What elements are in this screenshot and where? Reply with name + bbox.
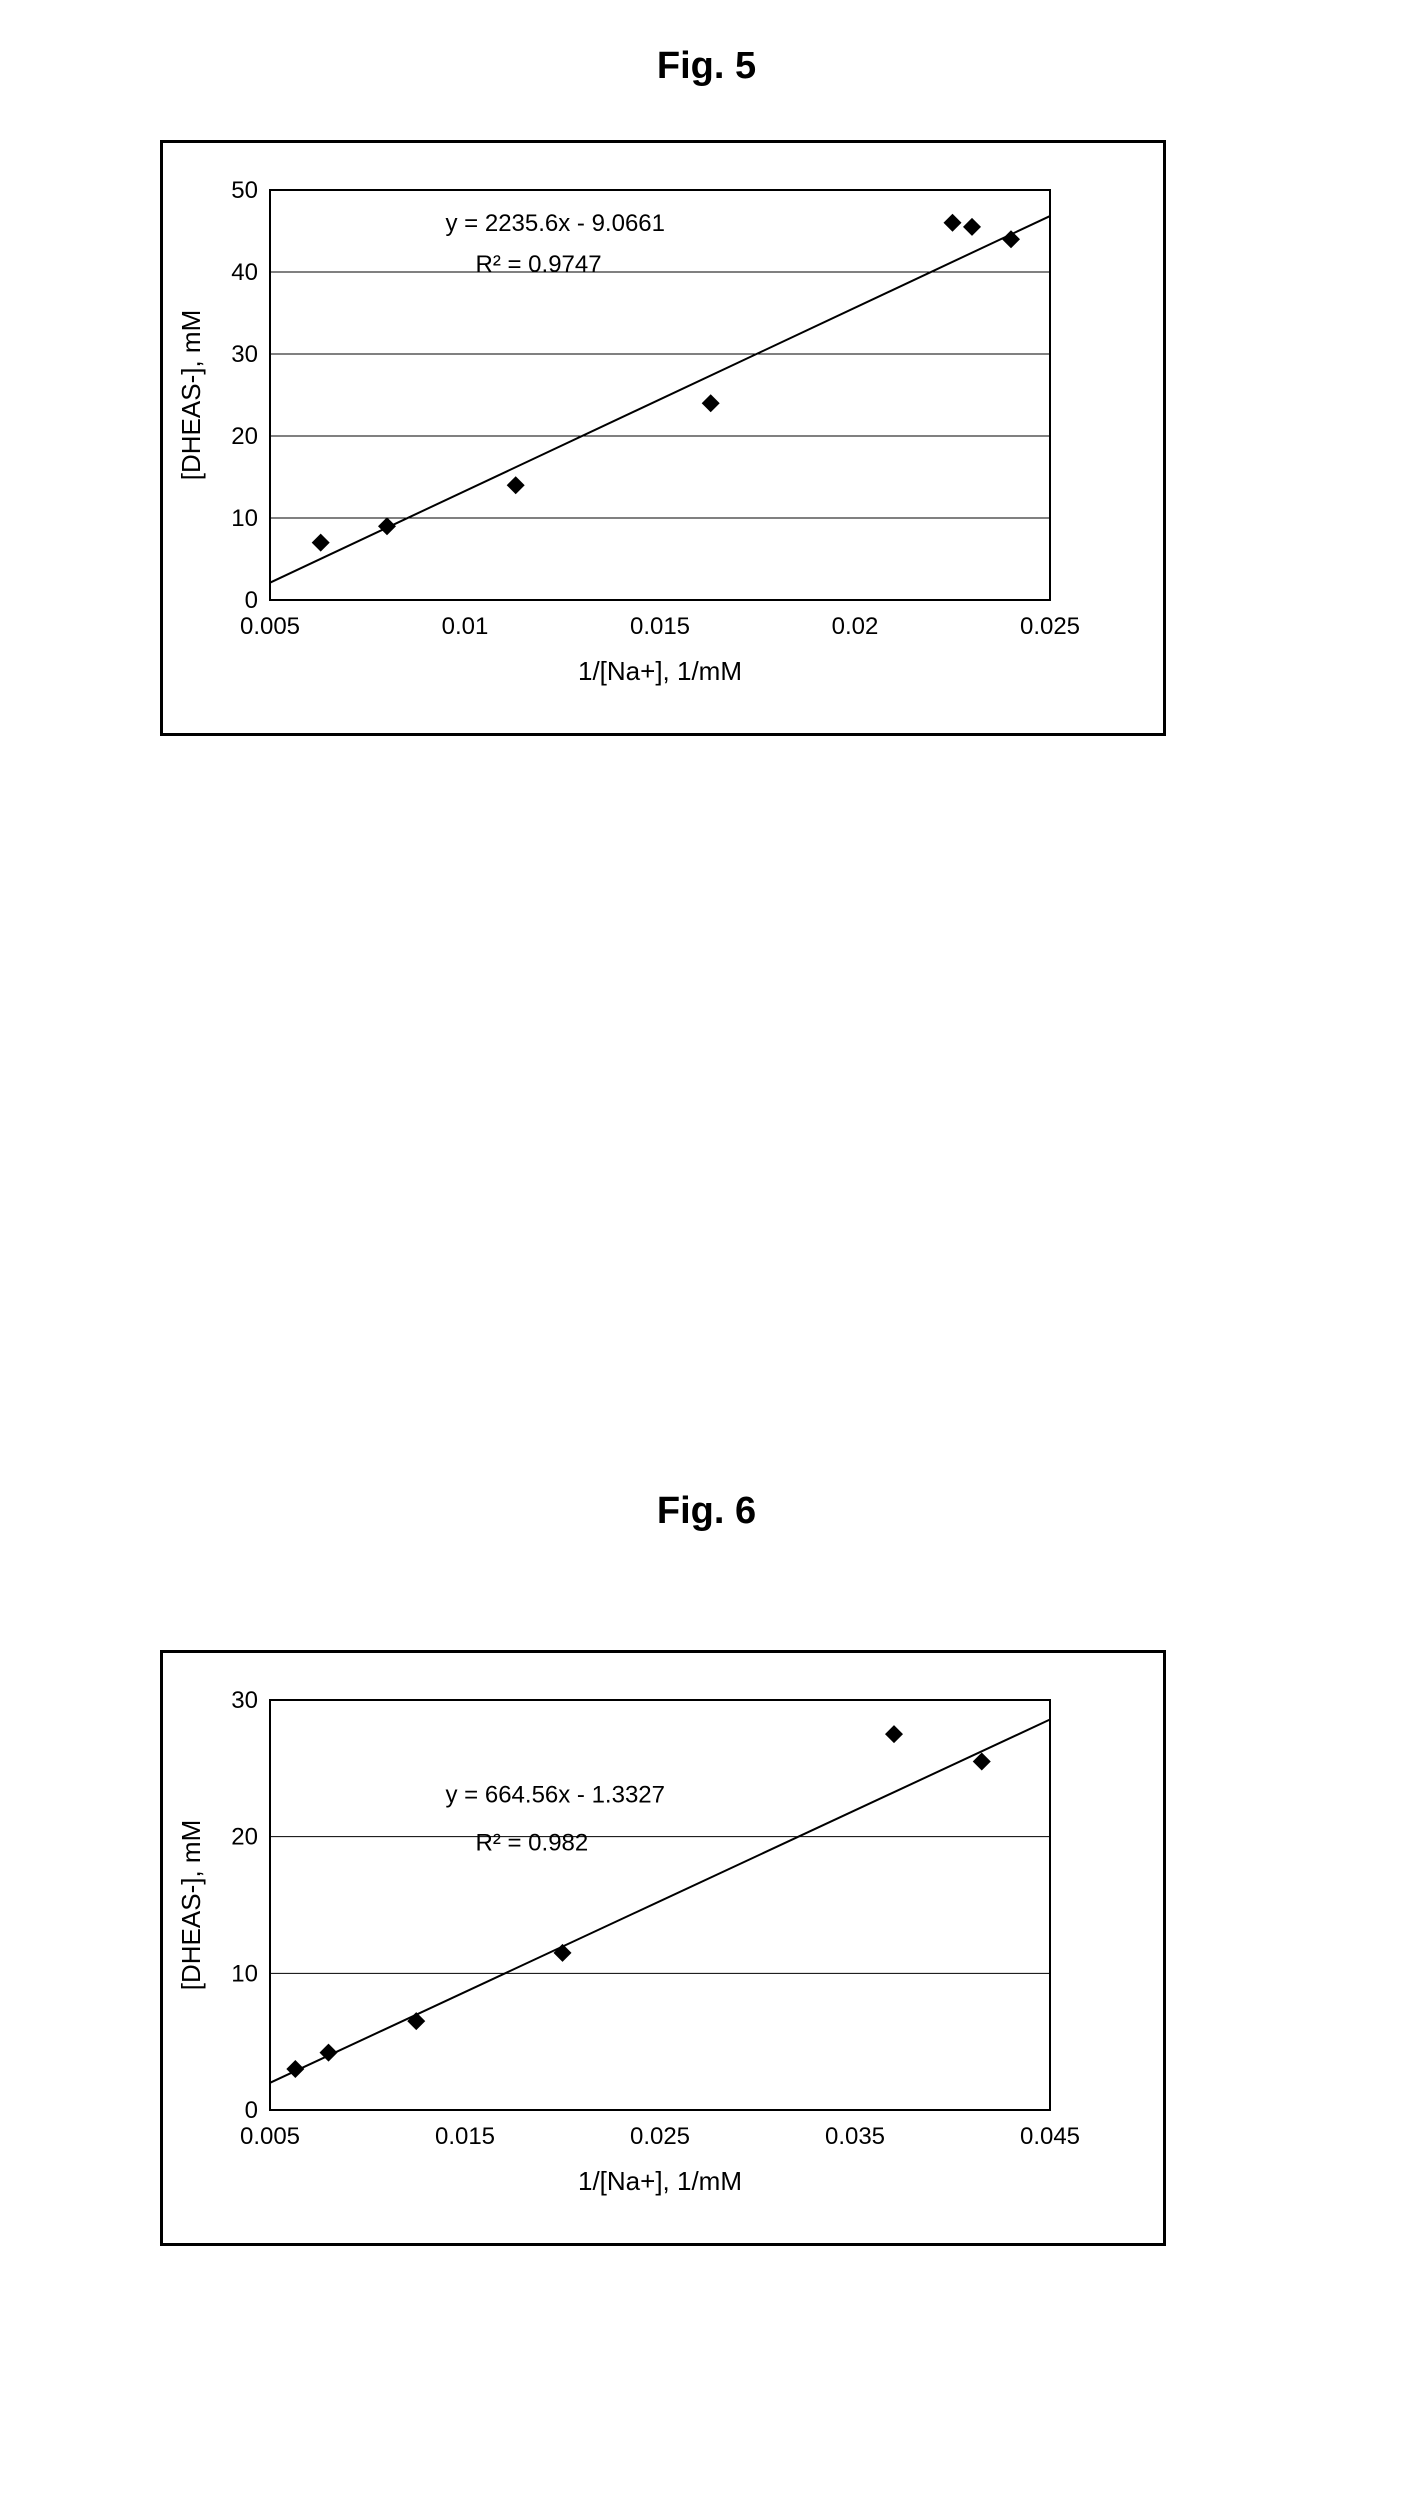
- fit-r2-label: R² = 0.982: [476, 1829, 589, 1856]
- xtick-label: 0.005: [240, 2123, 300, 2150]
- ytick-label: 0: [245, 2097, 258, 2124]
- xtick-label: 0.035: [825, 2123, 885, 2150]
- xtick-label: 0.015: [435, 2123, 495, 2150]
- page: Fig. 5 010203040500.0050.010.0150.020.02…: [0, 0, 1413, 2516]
- ytick-label: 10: [231, 1960, 258, 1987]
- plot-area: [270, 1700, 1050, 2110]
- fit-equation-label: y = 664.56x - 1.3327: [446, 1782, 666, 1809]
- xtick-label: 0.025: [630, 2123, 690, 2150]
- ytick-label: 30: [231, 1687, 258, 1714]
- ytick-label: 20: [231, 1824, 258, 1851]
- xlabel: 1/[Na+], 1/mM: [578, 2166, 742, 2196]
- xtick-label: 0.045: [1020, 2123, 1080, 2150]
- ylabel: [DHEAS-], mM: [176, 1820, 206, 1990]
- fig6-chart: 0 10 20 30 0.005 0.015 0.025 0.035 0.045 1/[Na+],…: [0, 0, 1413, 2516]
